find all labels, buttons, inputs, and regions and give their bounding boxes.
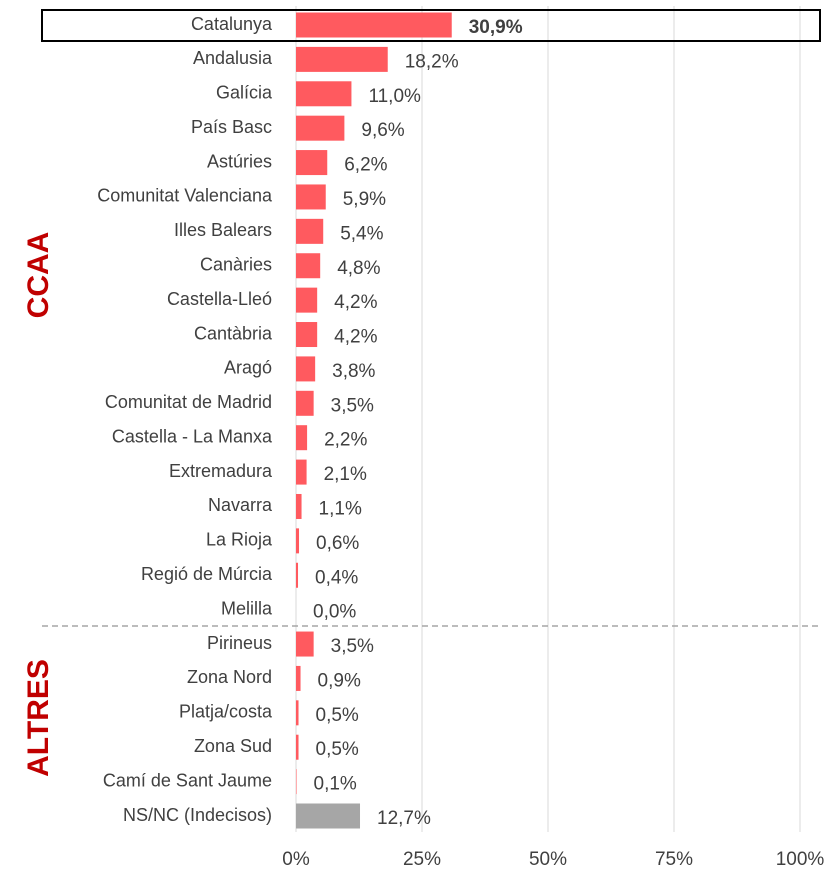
y-tick-label: Andalusia	[193, 48, 273, 68]
value-label: 2,2%	[324, 430, 367, 451]
y-tick-label: Melilla	[221, 598, 273, 618]
x-tick-label: 50%	[529, 849, 567, 870]
group-label: CCAA	[22, 232, 55, 319]
bar	[296, 218, 324, 244]
value-label: 5,9%	[343, 189, 386, 210]
value-label: 0,1%	[314, 774, 357, 795]
y-tick-label: Astúries	[207, 151, 272, 171]
y-tick-label: Castella-Lleó	[167, 289, 272, 309]
bar	[296, 425, 308, 451]
y-tick-label: Navarra	[208, 495, 273, 515]
bar	[296, 700, 299, 726]
y-tick-label: La Rioja	[206, 530, 273, 550]
x-tick-label: 0%	[282, 849, 310, 870]
y-tick-label: Castella - La Manxa	[112, 426, 273, 446]
y-tick-label: Pirineus	[207, 633, 272, 653]
bar	[296, 287, 318, 313]
x-tick-label: 75%	[655, 849, 693, 870]
group-label: ALTRES	[22, 659, 55, 777]
y-tick-label: Regió de Múrcia	[141, 564, 273, 584]
value-label: 0,4%	[315, 567, 358, 588]
bar	[296, 528, 300, 554]
value-label: 9,6%	[361, 120, 404, 141]
value-label: 18,2%	[405, 51, 459, 72]
y-tick-label: Zona Sud	[194, 736, 272, 756]
value-label: 3,5%	[331, 636, 374, 657]
value-label: 3,8%	[332, 361, 375, 382]
y-tick-label: Canàries	[200, 254, 272, 274]
bar	[296, 803, 361, 829]
y-tick-label: Cantàbria	[194, 323, 273, 343]
bar	[296, 184, 326, 210]
y-tick-label: Aragó	[224, 358, 272, 378]
value-label: 1,1%	[319, 498, 362, 519]
highlight-box	[41, 9, 821, 42]
bar	[296, 115, 345, 141]
value-label: 2,1%	[324, 464, 367, 485]
bar	[296, 322, 318, 348]
y-tick-label: País Basc	[191, 117, 272, 137]
value-label: 4,2%	[334, 327, 377, 348]
value-label: 0,5%	[316, 705, 359, 726]
y-tick-label: Illes Balears	[174, 220, 272, 240]
bar	[296, 665, 301, 691]
bar	[296, 734, 299, 760]
y-tick-label: NS/NC (Indecisos)	[123, 805, 272, 825]
bar	[296, 81, 352, 107]
bar	[296, 46, 388, 72]
bar	[296, 390, 314, 416]
value-label: 4,2%	[334, 292, 377, 313]
bar	[296, 150, 328, 176]
value-label: 0,5%	[316, 739, 359, 760]
y-tick-label: Extremadura	[169, 461, 273, 481]
y-tick-label: Catalunya	[191, 14, 273, 34]
value-label: 11,0%	[368, 86, 421, 107]
bar	[296, 459, 307, 485]
bar	[296, 631, 314, 657]
y-tick-label: Galícia	[216, 83, 273, 103]
value-label: 5,4%	[340, 223, 383, 244]
value-label: 6,2%	[344, 155, 387, 176]
x-tick-label: 100%	[776, 849, 825, 870]
value-label: 4,8%	[337, 258, 380, 279]
bar	[296, 769, 297, 795]
bar	[296, 253, 321, 279]
value-label: 3,5%	[331, 395, 374, 416]
y-tick-label: Camí de Sant Jaume	[103, 770, 272, 790]
y-tick-label: Platja/costa	[179, 702, 273, 722]
y-tick-label: Comunitat Valenciana	[97, 186, 273, 206]
bar	[296, 493, 302, 519]
value-label: 0,0%	[313, 602, 356, 623]
bar	[296, 356, 316, 382]
y-tick-label: Comunitat de Madrid	[105, 392, 272, 412]
value-label: 0,9%	[318, 670, 361, 691]
bar	[296, 12, 452, 38]
value-label: 30,9%	[469, 17, 523, 38]
value-label: 12,7%	[377, 808, 431, 829]
bar	[296, 562, 299, 588]
x-tick-label: 25%	[403, 849, 441, 870]
value-label: 0,6%	[316, 533, 359, 554]
y-tick-label: Zona Nord	[187, 667, 272, 687]
